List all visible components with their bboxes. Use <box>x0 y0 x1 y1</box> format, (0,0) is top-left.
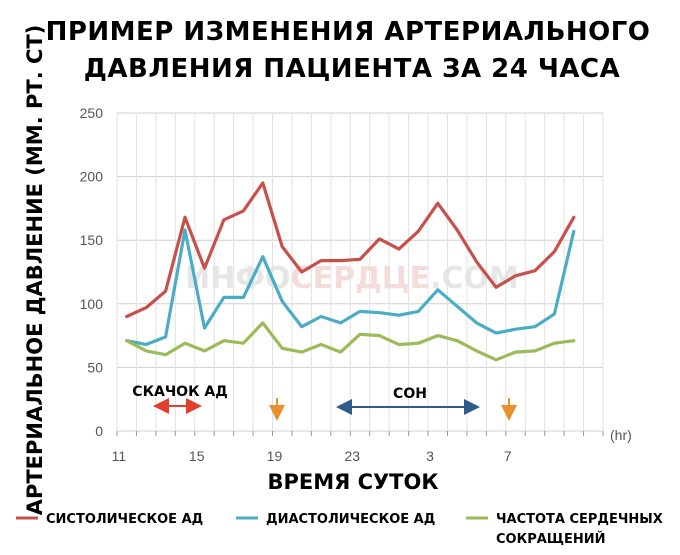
x-axis-label: ВРЕМЯ СУТОК <box>267 470 438 494</box>
legend: СИСТОЛИЧЕСКОЕ АД ДИАСТОЛИЧЕСКОЕ АД ЧАСТО… <box>16 512 663 547</box>
surge-label: СКАЧОК АД <box>132 384 227 400</box>
watermark: ИНФОСЕРДЦЕ.COM <box>185 261 519 296</box>
series-line-1 <box>125 228 576 347</box>
y-tick-label: 150 <box>80 232 104 248</box>
x-tick-label: 3 <box>426 448 434 464</box>
chart-title-line2: ДАВЛЕНИЯ ПАЦИЕНТА ЗА 24 ЧАСА <box>84 54 620 84</box>
y-tick-label: 0 <box>95 423 103 439</box>
x-tick-label: 7 <box>504 448 512 464</box>
legend-label-systolic: СИСТОЛИЧЕСКОЕ АД <box>46 512 203 527</box>
y-axis-label: АРТЕРИАЛЬНОЕ ДАВЛЕНИЕ (ММ. РТ. СТ) <box>23 25 47 516</box>
x-tick-label: 15 <box>189 448 205 464</box>
y-tick-label: 200 <box>80 169 104 185</box>
legend-label-diastolic: ДИАСТОЛИЧЕСКОЕ АД <box>266 512 435 527</box>
y-tick-label: 250 <box>80 105 104 121</box>
chart-title-line1: ПРИМЕР ИЗМЕНЕНИЯ АРТЕРИАЛЬНОГО <box>46 17 651 47</box>
sleep-label: СОН <box>393 386 427 402</box>
series <box>125 181 576 362</box>
x-unit-label: (hr) <box>610 427 632 443</box>
series-line-2 <box>125 321 576 362</box>
x-tick-label: 19 <box>267 448 283 464</box>
legend-label-heart-rate-line1: ЧАСТОТА СЕРДЕЧНЫХ <box>496 512 663 527</box>
watermark-part2: СЕРДЦЕ <box>291 261 431 296</box>
watermark-part3: .COM <box>430 261 519 296</box>
x-tick-label: 23 <box>344 448 360 464</box>
x-tick-label: 11 <box>112 448 127 464</box>
watermark-part1: ИНФО <box>185 261 290 296</box>
axis-ticks: 0 50 100 150 200 250 11 15 19 23 3 7 <box>80 105 512 464</box>
legend-label-heart-rate-line2: СОКРАЩЕНИЙ <box>496 531 606 547</box>
y-tick-label: 50 <box>87 359 103 375</box>
series-line-0 <box>125 181 576 319</box>
y-tick-label: 100 <box>80 296 104 312</box>
